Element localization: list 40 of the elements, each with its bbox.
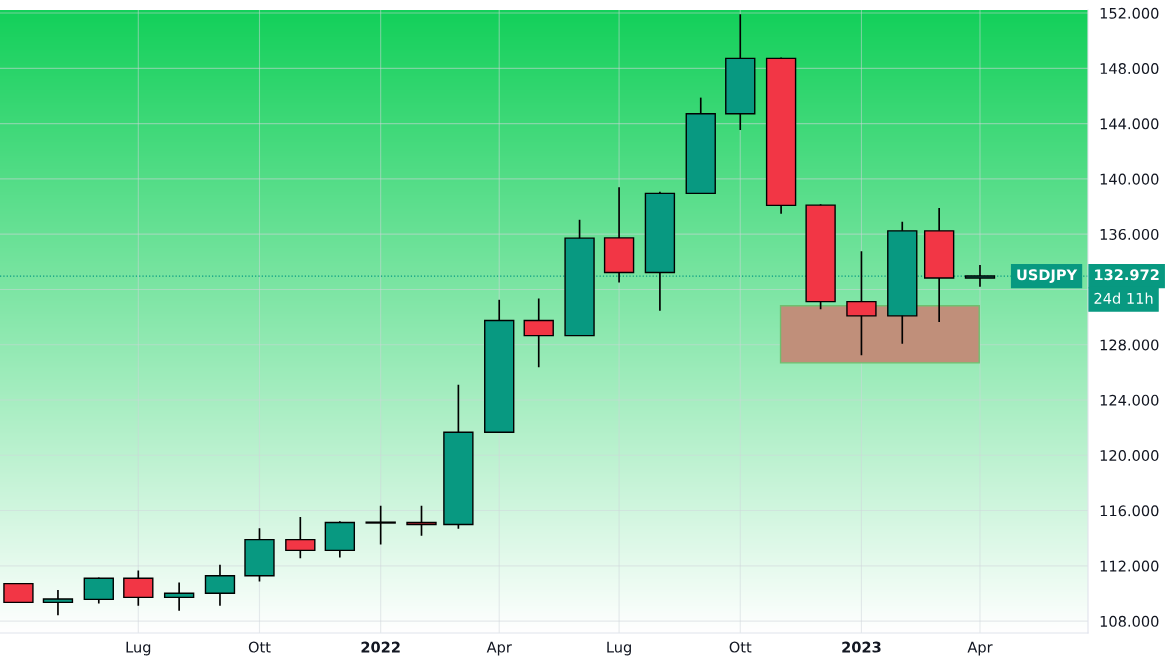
y-tick-label: 144.000 xyxy=(1100,118,1159,130)
candlestick xyxy=(523,297,554,369)
candlestick xyxy=(725,13,756,131)
y-tick-label: 152.000 xyxy=(1100,7,1159,19)
candlestick xyxy=(685,96,716,195)
candlestick xyxy=(765,57,797,215)
candlestick xyxy=(324,521,356,559)
text: 24d 11h xyxy=(1094,292,1153,304)
ref-line-label: USDJPY xyxy=(1017,269,1078,283)
y-tick-label: 120.000 xyxy=(1100,449,1159,462)
candlestick xyxy=(964,264,996,288)
y-tick-label: 136.000 xyxy=(1100,228,1159,240)
candlestick xyxy=(285,516,316,560)
candlestick xyxy=(443,383,474,530)
y-tick-label: 128.000 xyxy=(1100,339,1159,351)
candlestick xyxy=(365,505,396,546)
y-tick-label: 148.000 xyxy=(1100,63,1159,75)
x-tick-label: 2022 xyxy=(361,641,400,653)
x-tick-label: Ott xyxy=(248,641,271,653)
x-tick-label: 2023 xyxy=(842,641,881,653)
candlestick xyxy=(83,577,114,605)
y-tick-label: 140.000 xyxy=(1100,173,1159,185)
y-tick-label: 112.000 xyxy=(1100,560,1159,572)
x-tick-label: Lug xyxy=(607,641,631,656)
text: 132.972 xyxy=(1095,269,1159,281)
candlestick xyxy=(923,207,955,323)
y-tick-label: 116.000 xyxy=(1100,505,1159,517)
x-tick-label: Apr xyxy=(486,641,512,656)
candlestick xyxy=(42,589,74,617)
x-tick-label: Lug xyxy=(126,641,151,656)
y-tick-label: 124.000 xyxy=(1100,394,1159,406)
candlestick xyxy=(484,298,515,433)
candlestick xyxy=(603,186,635,284)
candlestick xyxy=(123,569,154,607)
candlestick xyxy=(204,564,236,607)
x-tick-label: Apr xyxy=(967,641,993,656)
x-tick-label: Ott xyxy=(729,641,752,653)
candlestick xyxy=(406,505,437,537)
y-tick-label: 108.000 xyxy=(1100,615,1159,627)
candlestick xyxy=(846,250,877,357)
